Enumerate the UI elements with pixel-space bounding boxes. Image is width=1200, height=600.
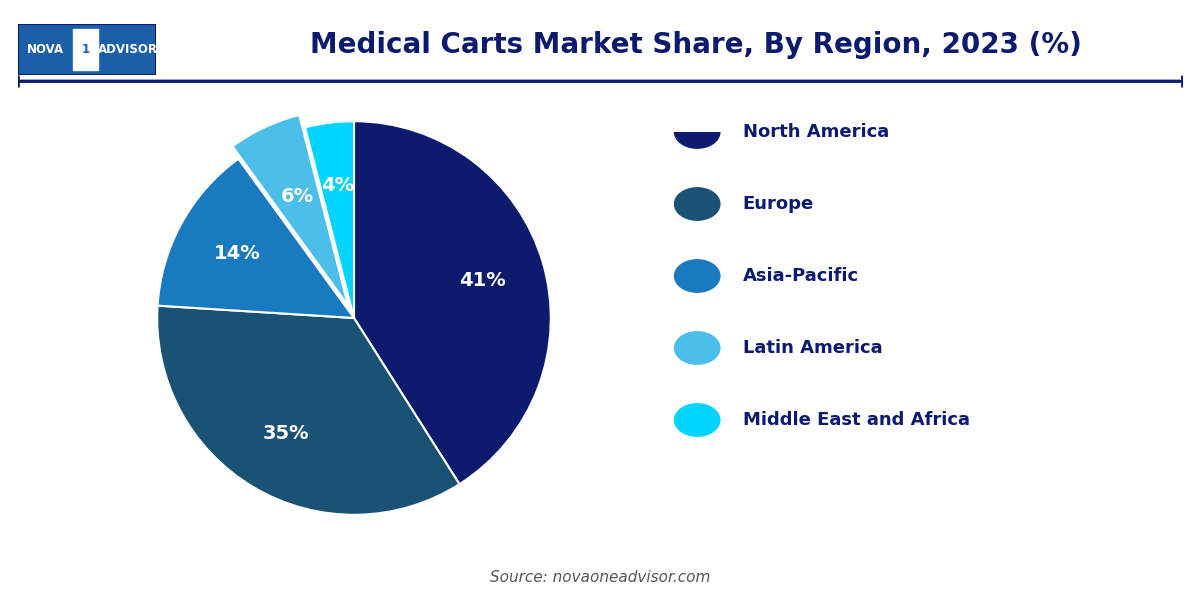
Text: NOVA: NOVA [28, 43, 64, 56]
Text: 14%: 14% [214, 244, 260, 263]
Wedge shape [233, 115, 348, 305]
Text: 1: 1 [82, 43, 90, 56]
Text: Asia-Pacific: Asia-Pacific [743, 267, 859, 285]
FancyBboxPatch shape [18, 24, 156, 75]
Text: 4%: 4% [320, 176, 354, 195]
Circle shape [674, 332, 720, 364]
Wedge shape [354, 121, 551, 484]
Circle shape [674, 404, 720, 436]
Wedge shape [157, 159, 354, 318]
FancyBboxPatch shape [73, 29, 98, 70]
Text: Medical Carts Market Share, By Region, 2023 (%): Medical Carts Market Share, By Region, 2… [310, 31, 1082, 59]
Circle shape [674, 116, 720, 148]
Text: Source: novaoneadvisor.com: Source: novaoneadvisor.com [490, 570, 710, 585]
Text: 6%: 6% [281, 187, 313, 206]
Circle shape [674, 188, 720, 220]
Text: Latin America: Latin America [743, 339, 882, 357]
Wedge shape [157, 305, 460, 515]
Text: Middle East and Africa: Middle East and Africa [743, 411, 970, 429]
Text: 41%: 41% [460, 271, 506, 290]
Wedge shape [305, 121, 354, 318]
Text: 35%: 35% [263, 424, 310, 443]
Text: Europe: Europe [743, 195, 814, 213]
Text: North America: North America [743, 123, 889, 141]
Circle shape [674, 260, 720, 292]
Text: ADVISOR: ADVISOR [98, 43, 158, 56]
